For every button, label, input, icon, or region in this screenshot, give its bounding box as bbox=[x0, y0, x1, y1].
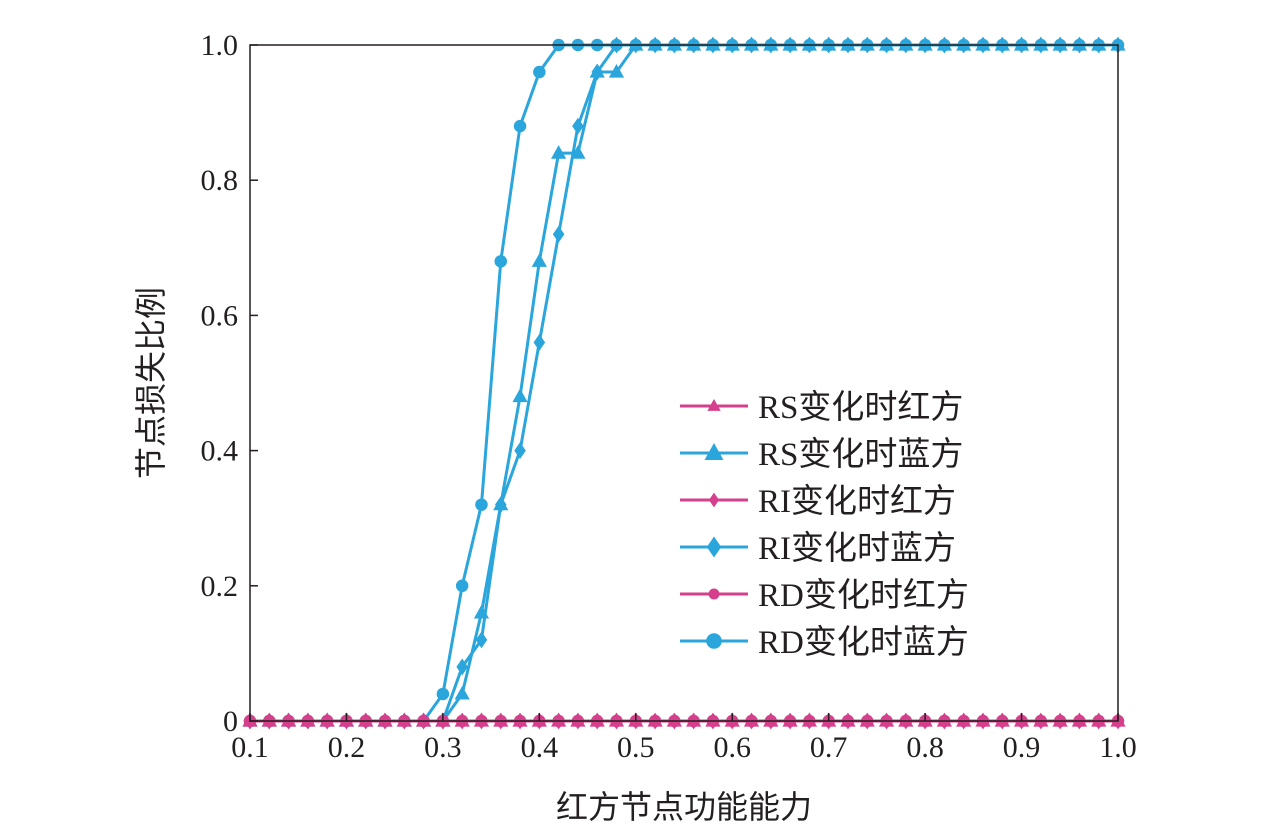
legend-item: RI变化时蓝方 bbox=[680, 530, 956, 567]
x-tick-label: 0.6 bbox=[713, 731, 751, 764]
series-line bbox=[250, 43, 1118, 723]
x-tick-label: 1.0 bbox=[1099, 731, 1137, 764]
data-point bbox=[533, 65, 546, 79]
legend-item: RD变化时红方 bbox=[680, 577, 969, 614]
y-tick-label: 0.4 bbox=[201, 435, 239, 468]
x-tick-label: 0.8 bbox=[906, 731, 944, 764]
x-tick-label: 0.3 bbox=[424, 731, 462, 764]
legend: RS变化时红方 RS变化时蓝方 RI变化时红方 RI变化时蓝方 RD变化时红方 RD变化时… bbox=[680, 389, 969, 661]
legend-item: RS变化时蓝方 bbox=[680, 436, 963, 473]
legend-label: RD变化时蓝方 bbox=[758, 624, 969, 661]
data-point bbox=[436, 687, 450, 701]
x-tick-label: 0.9 bbox=[1003, 731, 1041, 764]
data-point bbox=[552, 225, 565, 243]
data-point bbox=[608, 64, 625, 78]
data-point bbox=[533, 334, 546, 351]
legend-item: RI变化时红方 bbox=[680, 483, 956, 520]
plot-frame bbox=[249, 44, 1119, 722]
y-axis-title: 节点损失比例 bbox=[132, 287, 170, 479]
ticks-layer: 0.1 0.2 0.3 0.4 0.5 0.6 0.7 0.8 0.9 1.0 0 0.2 0.4 0.6… bbox=[201, 29, 1137, 764]
legend-marker bbox=[706, 633, 722, 649]
y-tick-label: 0.6 bbox=[201, 299, 239, 332]
series-layer bbox=[242, 36, 1126, 730]
y-tick-label: 0.2 bbox=[201, 570, 239, 603]
y-tick-label: 1.0 bbox=[201, 29, 239, 62]
legend-marker bbox=[704, 443, 724, 460]
y-tick-label: 0 bbox=[223, 705, 238, 738]
series-6 bbox=[243, 38, 1125, 728]
series-2 bbox=[242, 37, 1126, 727]
legend-item: RD变化时蓝方 bbox=[680, 624, 969, 661]
legend-marker bbox=[708, 492, 720, 508]
x-tick-label: 0.5 bbox=[617, 731, 655, 764]
data-point bbox=[494, 496, 507, 514]
data-point bbox=[514, 442, 526, 459]
x-tick-label: 0.2 bbox=[328, 731, 366, 764]
x-axis-title: 红方节点功能能力 bbox=[556, 788, 812, 826]
data-point bbox=[456, 658, 468, 676]
legend-marker bbox=[706, 536, 722, 558]
series-line bbox=[250, 43, 1118, 723]
data-point bbox=[475, 498, 488, 511]
data-point bbox=[591, 63, 603, 81]
data-point bbox=[572, 117, 584, 135]
data-point bbox=[551, 145, 567, 159]
legend-item: RS变化时红方 bbox=[680, 389, 963, 426]
y-tick-label: 0.8 bbox=[201, 164, 239, 197]
data-point bbox=[531, 253, 547, 267]
legend-marker bbox=[707, 399, 721, 411]
legend-label: RS变化时蓝方 bbox=[758, 436, 963, 473]
legend-marker bbox=[708, 588, 720, 600]
series-line bbox=[250, 43, 1118, 723]
data-point bbox=[513, 119, 527, 133]
legend-label: RI变化时蓝方 bbox=[758, 530, 956, 567]
data-point bbox=[454, 685, 470, 700]
data-point bbox=[475, 631, 488, 649]
data-point bbox=[512, 388, 528, 403]
series-4 bbox=[244, 36, 1124, 730]
data-point bbox=[455, 579, 469, 593]
x-tick-label: 0.7 bbox=[810, 731, 848, 764]
legend-label: RI变化时红方 bbox=[758, 483, 956, 520]
x-tick-label: 0.1 bbox=[231, 731, 269, 764]
legend-label: RS变化时红方 bbox=[758, 389, 963, 426]
data-point bbox=[494, 255, 507, 268]
x-tick-label: 0.4 bbox=[521, 731, 559, 764]
legend-label: RD变化时红方 bbox=[758, 577, 969, 614]
